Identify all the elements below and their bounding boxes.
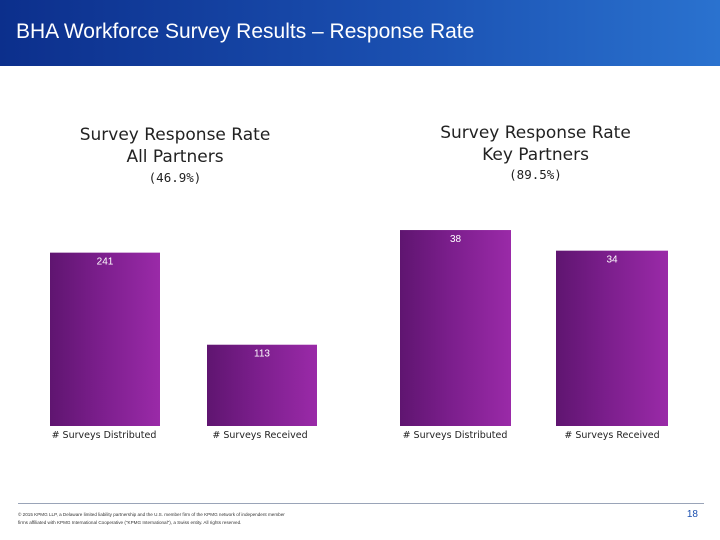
chart-2-title-line1: Survey Response Rate <box>440 123 631 143</box>
page-number: 18 <box>686 509 698 520</box>
chart-2-value-label-1: 38 <box>450 234 462 245</box>
header-bar: BHA Workforce Survey Results – Response … <box>0 0 720 66</box>
footer-copyright: © 2015 KPMG LLP, a Delaware limited liab… <box>18 511 398 527</box>
chart-2-category-label-1: # Surveys Distributed <box>403 430 508 441</box>
chart-2-subtitle: (89.5%) <box>509 167 562 182</box>
chart-1-subtitle: (46.9%) <box>148 170 202 185</box>
chart-1-bar-1 <box>50 252 160 426</box>
chart-2-value-label-2: 34 <box>606 255 618 266</box>
chart-2-title-line2: Key Partners <box>482 145 589 165</box>
chart-1-value-label-1: 241 <box>97 257 114 268</box>
chart-1-bar-2 <box>207 344 317 426</box>
footer-line-2: firms affiliated with KPMG International… <box>18 520 242 525</box>
chart-1-title: Survey Response Rate All Partners <box>50 124 300 168</box>
footer-line-1: © 2015 KPMG LLP, a Delaware limited liab… <box>18 512 285 517</box>
chart-1-category-label-2: # Surveys Received <box>212 430 307 441</box>
chart-1-title-line2: All Partners <box>126 147 224 167</box>
chart-2-category-label-2: # Surveys Received <box>564 430 659 441</box>
chart-1-value-label-2: 113 <box>254 349 270 360</box>
chart-2-title: Survey Response Rate Key Partners <box>408 122 663 166</box>
chart-2-bar-1 <box>400 230 511 426</box>
chart-2-bar-2 <box>556 250 668 426</box>
page-title: BHA Workforce Survey Results – Response … <box>16 20 475 43</box>
footer-divider <box>18 503 704 504</box>
chart-1-category-label-1: # Surveys Distributed <box>52 430 157 441</box>
chart-1-title-line1: Survey Response Rate <box>79 125 271 145</box>
